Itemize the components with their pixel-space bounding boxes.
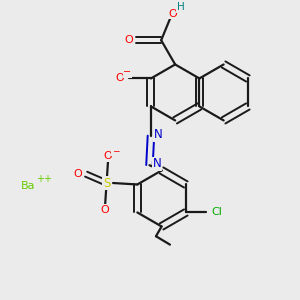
Text: O: O [124,35,133,45]
Text: O: O [104,152,112,161]
Text: ++: ++ [36,174,52,184]
Text: −: − [112,147,119,156]
Text: N: N [152,157,161,170]
Text: Cl: Cl [211,208,222,218]
Text: O: O [101,205,110,214]
Text: −: − [123,67,131,77]
Text: O: O [116,74,124,83]
Text: N: N [154,128,163,141]
Text: H: H [177,2,184,12]
Text: O: O [74,169,82,179]
Text: Ba: Ba [20,181,35,191]
Text: S: S [103,176,110,190]
Text: O: O [168,8,177,19]
